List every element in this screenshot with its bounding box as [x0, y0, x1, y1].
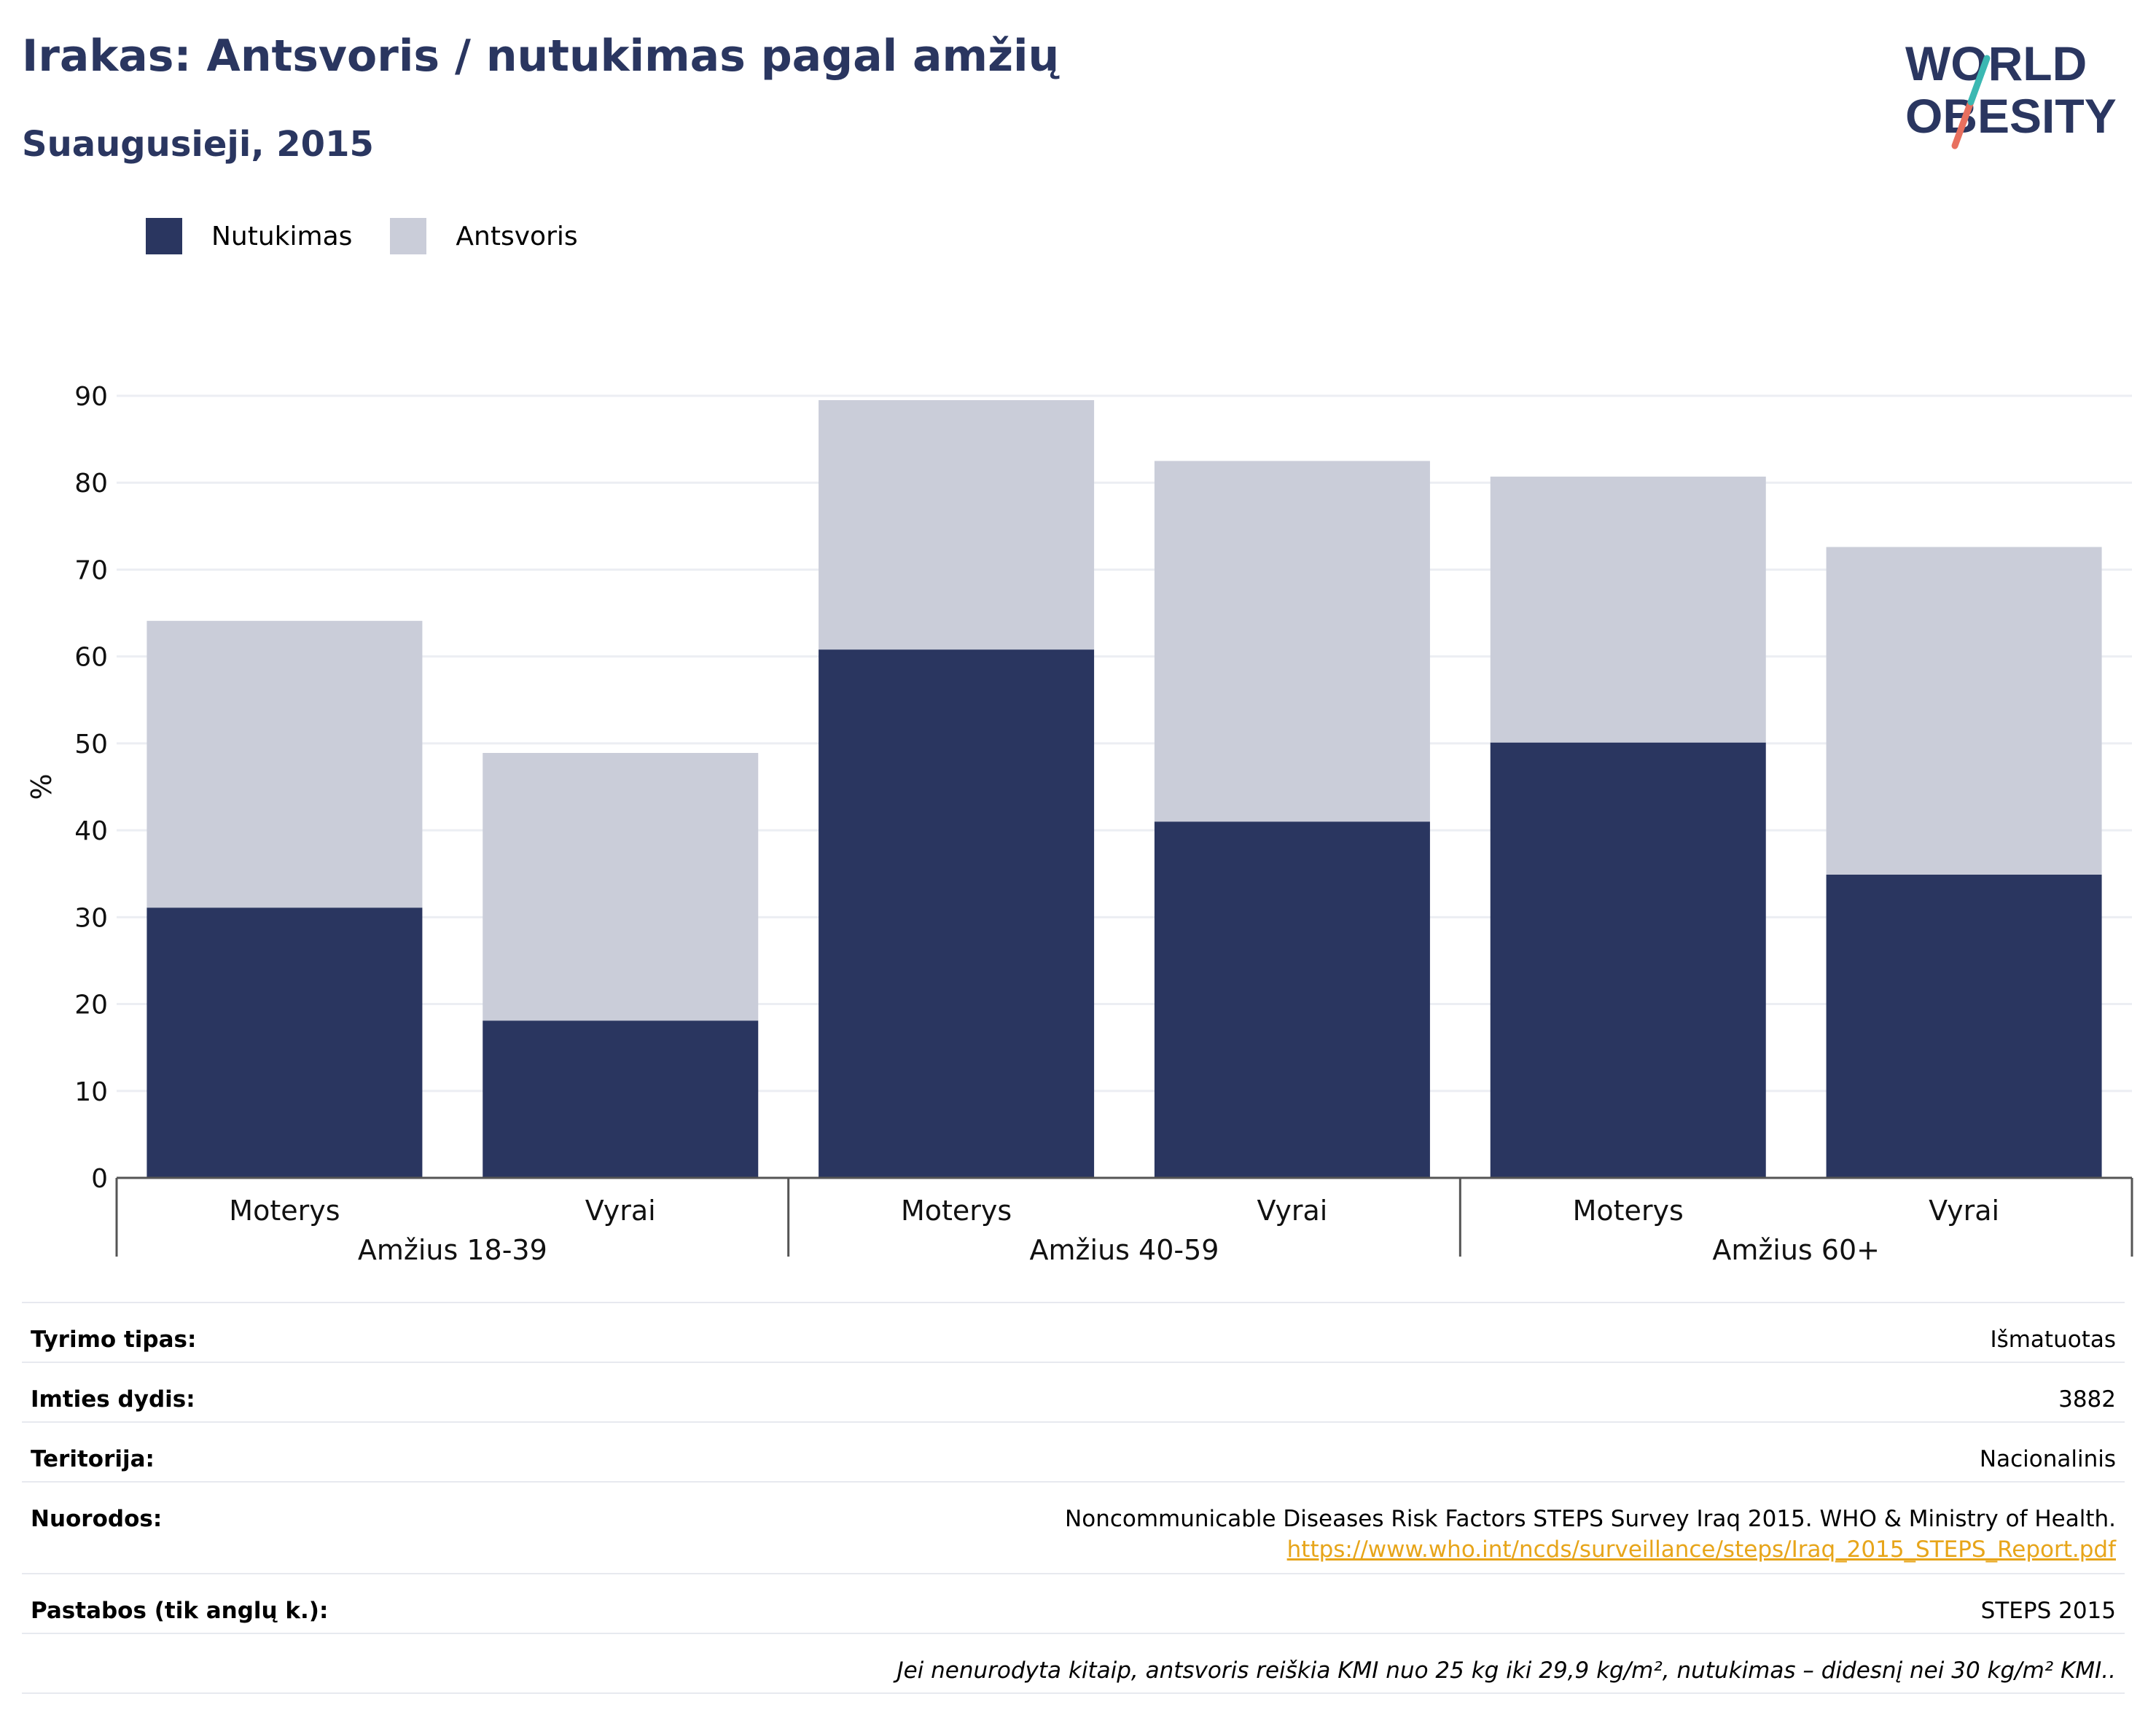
logo-line2: OBESITY [1905, 89, 2117, 143]
x-category-label: Moterys [1573, 1195, 1684, 1227]
bar-obesity [1826, 874, 2102, 1178]
info-row-survey-type: Tyrimo tipas: Išmatuotas [22, 1302, 2125, 1362]
bar-overweight [1154, 461, 1430, 822]
x-group-label: Amžius 40-59 [1030, 1234, 1219, 1266]
reference-link[interactable]: https://www.who.int/ncds/surveillance/st… [1286, 1536, 2116, 1563]
x-category-label: Vyrai [1929, 1195, 1999, 1227]
page-title: Irakas: Antsvoris / nutukimas pagal amži… [22, 31, 1060, 82]
bar-overweight [483, 753, 759, 1021]
bar-obesity [483, 1020, 759, 1178]
y-tick-label: 90 [74, 382, 108, 412]
y-tick-label: 70 [74, 555, 108, 585]
logo-line1: WORLD [1905, 36, 2087, 90]
info-label: Pastabos (tik anglų k.): [31, 1598, 329, 1624]
y-tick-label: 40 [74, 816, 108, 846]
bar-obesity [819, 649, 1095, 1178]
y-tick-label: 30 [74, 903, 108, 933]
y-tick-label: 50 [74, 730, 108, 759]
world-obesity-logo: WORLD OBESITY [1905, 36, 2117, 149]
info-table: Tyrimo tipas: Išmatuotas Imties dydis: 3… [22, 1302, 2125, 1694]
info-row-references: Nuorodos: Noncommunicable Diseases Risk … [22, 1481, 2125, 1573]
reference-text: Noncommunicable Diseases Risk Factors ST… [1065, 1506, 2116, 1532]
legend-item-obesity[interactable]: Nutukimas [146, 218, 352, 254]
info-bottom-rule [22, 1692, 2125, 1694]
bar-overweight [1826, 547, 2102, 875]
info-label: Teritorija: [31, 1446, 155, 1472]
legend-swatch-overweight [390, 218, 427, 254]
bar-obesity [147, 907, 423, 1178]
legend-item-overweight[interactable]: Antsvoris [390, 218, 578, 254]
info-value: Išmatuotas [1990, 1327, 2116, 1353]
info-row-definition: Jei nenurodyta kitaip, antsvoris reiškia… [22, 1633, 2125, 1692]
x-category-label: Moterys [901, 1195, 1012, 1227]
info-value: STEPS 2015 [1980, 1598, 2116, 1624]
page-subtitle: Suaugusieji, 2015 [22, 124, 374, 165]
y-tick-label: 80 [74, 469, 108, 499]
info-label: Imties dydis: [31, 1386, 195, 1413]
legend-swatch-obesity [146, 218, 182, 254]
logo-slash-coral [1951, 98, 1975, 149]
x-category-label: Vyrai [585, 1195, 656, 1227]
info-row-area: Teritorija: Nacionalinis [22, 1421, 2125, 1481]
info-row-notes: Pastabos (tik anglų k.): STEPS 2015 [22, 1573, 2125, 1633]
info-label: Nuorodos: [31, 1506, 163, 1532]
bar-obesity [1490, 742, 1766, 1178]
y-tick-label: 60 [74, 643, 108, 673]
info-row-sample-size: Imties dydis: 3882 [22, 1362, 2125, 1421]
x-group-label: Amžius 18-39 [358, 1234, 547, 1266]
info-value: 3882 [2058, 1386, 2116, 1413]
y-tick-label: 20 [74, 991, 108, 1020]
bar-overweight [819, 399, 1095, 650]
legend: Nutukimas Antsvoris [146, 216, 616, 257]
logo-slash-teal [1967, 55, 1991, 106]
info-value: Nacionalinis [1979, 1446, 2116, 1472]
bar-overweight [147, 620, 423, 908]
definition-note: Jei nenurodyta kitaip, antsvoris reiškia… [897, 1657, 2116, 1684]
y-tick-label: 0 [91, 1164, 108, 1194]
info-label: Tyrimo tipas: [31, 1327, 197, 1353]
y-tick-label: 10 [74, 1077, 108, 1107]
bar-chart: 0 10 20 30 40 50 60 70 80 90% Moterys Vyrai Moterys V… [26, 382, 2133, 1266]
x-group-label: Amžius 60+ [1712, 1234, 1880, 1266]
x-category-label: Moterys [229, 1195, 340, 1227]
legend-label-obesity: Nutukimas [211, 221, 353, 251]
x-category-label: Vyrai [1257, 1195, 1327, 1227]
legend-label-overweight: Antsvoris [456, 221, 578, 251]
bar-obesity [1154, 821, 1430, 1178]
info-value-reference: Noncommunicable Diseases Risk Factors ST… [1065, 1506, 2116, 1563]
bar-overweight [1490, 476, 1766, 743]
y-axis-label: % [26, 773, 58, 800]
